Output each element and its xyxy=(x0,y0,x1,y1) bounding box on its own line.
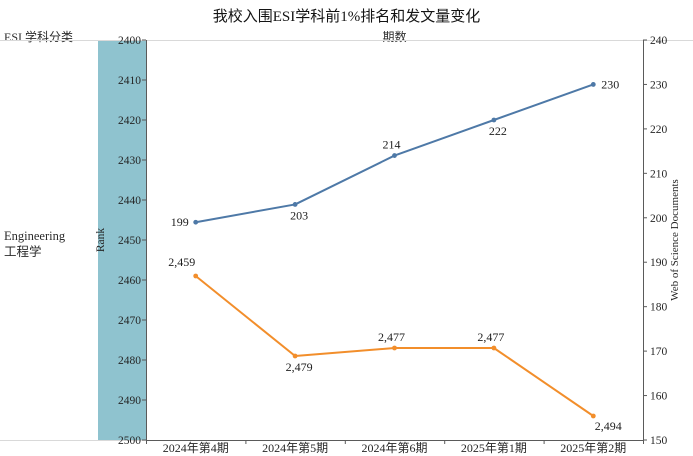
data-point-label: 2,477 xyxy=(378,330,405,344)
left-axis-tick-label: 2410 xyxy=(118,75,141,87)
data-point-label: 230 xyxy=(601,77,619,91)
subject-row-label: Engineering 工程学 xyxy=(4,228,65,260)
data-point-marker xyxy=(392,345,397,351)
data-point-label: 199 xyxy=(171,215,189,229)
right-axis-tick-label: 210 xyxy=(650,168,668,180)
left-axis-tick-label: 2490 xyxy=(118,395,141,407)
right-axis-tick-label: 150 xyxy=(650,435,668,447)
data-point-label: 214 xyxy=(383,138,401,152)
left-axis-tick-label: 2500 xyxy=(118,435,141,447)
right-axis-tick-label: 180 xyxy=(650,302,668,314)
right-axis-tick-label: 160 xyxy=(650,391,668,403)
left-axis-tick-label: 2430 xyxy=(118,155,141,167)
rank-axis-band xyxy=(98,40,146,440)
data-point-marker xyxy=(491,117,497,123)
x-axis-category-label: 2024年第4期 xyxy=(163,441,229,455)
right-axis-tick-label: 230 xyxy=(650,79,668,91)
x-axis-category-label: 2024年第6期 xyxy=(361,441,427,455)
data-point-label: 2,494 xyxy=(595,419,622,433)
left-axis-tick-label: 2440 xyxy=(118,195,141,207)
data-point-marker xyxy=(193,273,199,279)
left-axis-tick-label: 2420 xyxy=(118,115,141,127)
left-axis-tick-label: 2480 xyxy=(118,355,141,367)
data-point-marker xyxy=(292,202,298,207)
right-axis-tick-label: 200 xyxy=(650,213,668,225)
right-axis-tick-label: 190 xyxy=(650,257,668,269)
data-point-label: 203 xyxy=(290,208,308,222)
data-point-marker xyxy=(193,219,199,225)
right-axis-title: Web of Science Documents xyxy=(669,179,681,301)
data-point-label: 222 xyxy=(489,124,507,138)
data-point-marker xyxy=(292,353,298,359)
right-axis-tick-label: 220 xyxy=(650,124,668,136)
data-point-label: 2,459 xyxy=(168,255,195,269)
left-axis-tick-label: 2450 xyxy=(118,235,141,247)
chart-title: 我校入围ESI学科前1%排名和发文量变化 xyxy=(212,9,481,25)
left-axis-tick-label: 2400 xyxy=(118,35,141,47)
data-point-marker xyxy=(590,82,596,87)
subject-name-zh: 工程学 xyxy=(4,245,42,259)
x-axis-category-label: 2025年第2期 xyxy=(560,441,626,455)
data-point-label: 2,477 xyxy=(477,330,504,344)
subject-name-en: Engineering xyxy=(4,229,66,243)
right-axis-tick-label: 170 xyxy=(650,346,668,358)
data-point-label: 2,479 xyxy=(286,360,313,374)
left-axis-tick-label: 2470 xyxy=(118,315,141,327)
left-axis-tick-label: 2460 xyxy=(118,275,141,287)
data-point-marker xyxy=(590,413,596,419)
data-point-marker xyxy=(392,153,397,158)
right-axis-tick-label: 240 xyxy=(650,35,668,47)
x-axis-category-label: 2024年第5期 xyxy=(262,441,328,455)
left-axis-title: Rank xyxy=(95,228,107,253)
x-axis-category-label: 2025年第1期 xyxy=(461,441,527,455)
data-point-marker xyxy=(491,345,497,351)
